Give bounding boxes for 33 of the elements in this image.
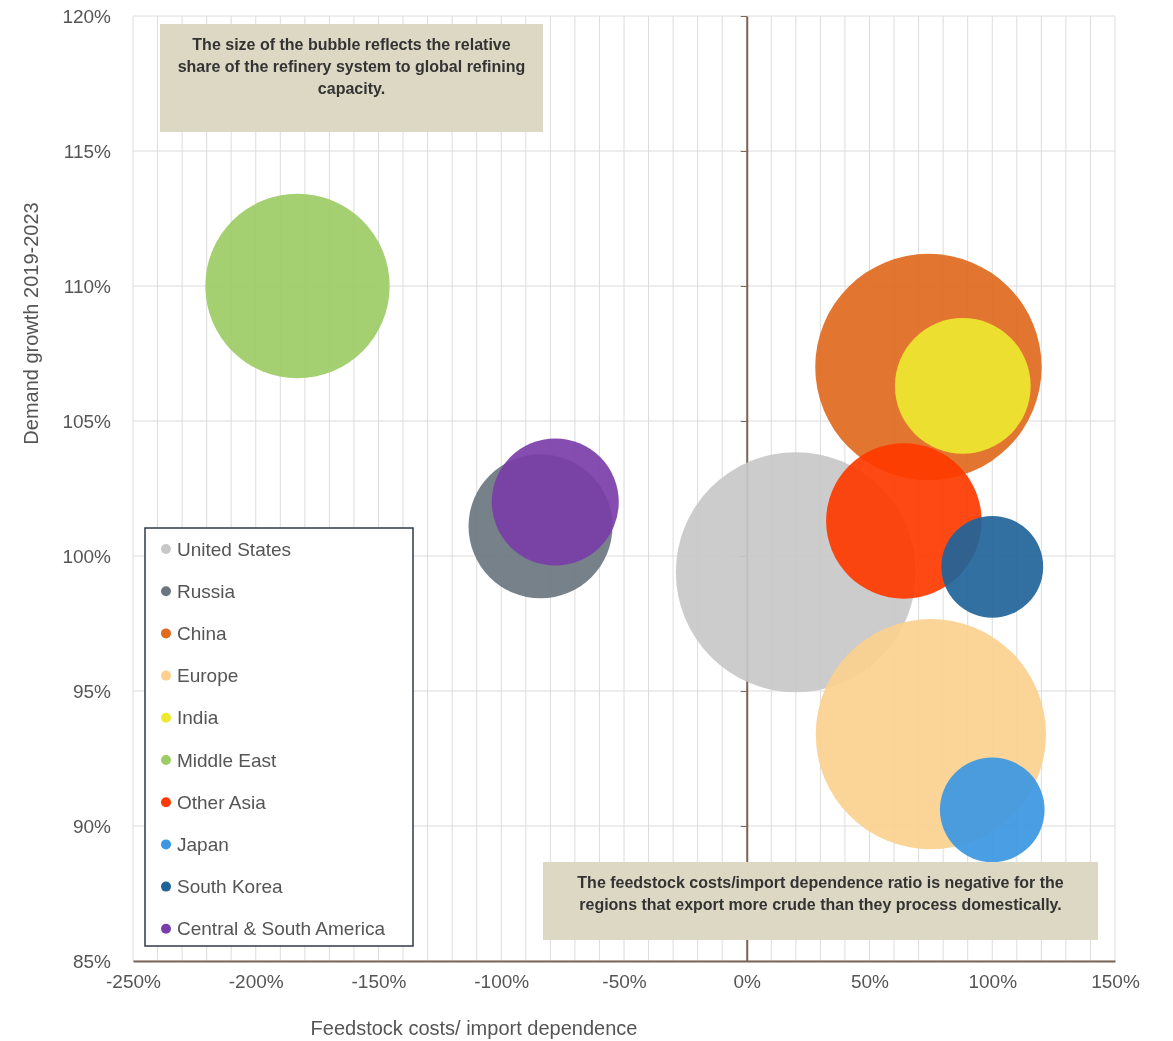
annotation: The feedstock costs/import dependence ratio is negative for the regions that export more crude than they process domestically. xyxy=(576,873,1065,915)
y-tick-label: 110% xyxy=(63,275,112,297)
note-box: The feedstock costs/import dependence ratio is negative for the regions that export more crude than they process domestically. xyxy=(543,862,1098,940)
y-tick-label: 95% xyxy=(72,680,112,702)
note-box: The size of the bubble reflects the relative share of the refinery system to global refining capacity. xyxy=(160,24,543,132)
x-tick-label: 150% xyxy=(1091,971,1140,993)
y-tick-label: 120% xyxy=(62,5,112,27)
y-tick-label: 105% xyxy=(62,410,112,432)
annotation: The size of the bubble reflects the relative share of the refinery system to global refining capacity. xyxy=(176,35,527,99)
x-tick-label: -50% xyxy=(602,971,647,993)
x-tick-label: 100% xyxy=(968,971,1018,993)
legend-label: Middle East xyxy=(177,749,277,771)
legend-label: Central & South America xyxy=(177,918,386,940)
x-axis-title: Feedstock costs/ import dependence xyxy=(310,1017,638,1039)
legend-label: Japan xyxy=(177,834,229,856)
legend-label: Russia xyxy=(177,580,236,602)
x-tick-label: -150% xyxy=(351,971,407,993)
x-tick-label: -250% xyxy=(106,971,162,993)
legend-label: Other Asia xyxy=(177,791,267,813)
legend-label: South Korea xyxy=(177,876,284,898)
legend-label: India xyxy=(177,707,219,729)
y-tick-label: 90% xyxy=(72,815,112,837)
legend-label: United States xyxy=(177,538,292,560)
y-tick-label: 100% xyxy=(62,545,112,567)
x-tick-label: -200% xyxy=(228,971,284,993)
x-tick-label: 50% xyxy=(850,971,890,993)
x-tick-label: 0% xyxy=(733,971,762,993)
y-axis-title: Demand growth 2019-2023 xyxy=(20,202,42,445)
legend-label: China xyxy=(177,623,228,645)
y-tick-label: 85% xyxy=(72,950,112,972)
y-tick-label: 115% xyxy=(63,140,112,162)
x-tick-label: -100% xyxy=(474,971,530,993)
legend-label: Europe xyxy=(177,665,239,687)
